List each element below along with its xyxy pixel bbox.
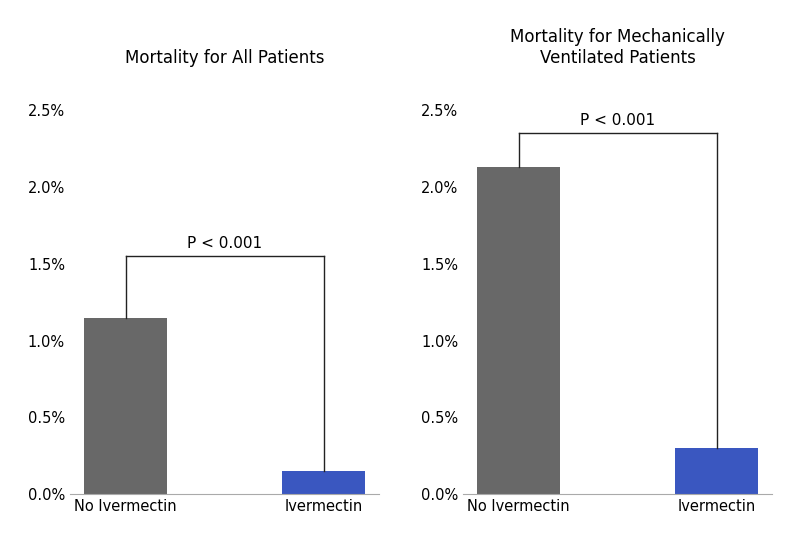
Text: P < 0.001: P < 0.001 <box>580 113 655 128</box>
Bar <box>675 448 758 494</box>
Title: Mortality for All Patients: Mortality for All Patients <box>125 49 324 67</box>
Bar <box>282 472 365 494</box>
Bar <box>84 318 167 494</box>
Title: Mortality for Mechanically
Ventilated Patients: Mortality for Mechanically Ventilated Pa… <box>510 28 725 67</box>
Bar <box>477 167 560 494</box>
Text: P < 0.001: P < 0.001 <box>187 236 262 250</box>
